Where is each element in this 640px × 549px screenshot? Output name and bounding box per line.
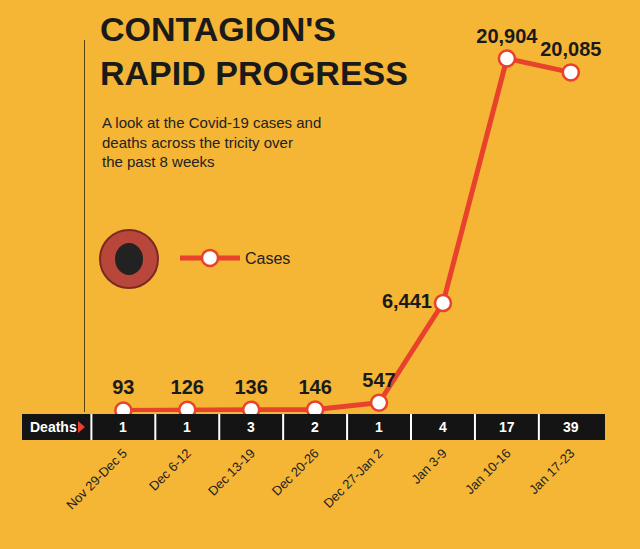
svg-text:1: 1: [183, 419, 191, 435]
svg-text:1: 1: [375, 419, 383, 435]
svg-text:126: 126: [171, 376, 204, 398]
svg-text:17: 17: [499, 419, 515, 435]
svg-text:Dec 27-Jan 2: Dec 27-Jan 2: [320, 446, 385, 511]
svg-text:A look at the Covid-19 cases a: A look at the Covid-19 cases anddeaths a…: [102, 114, 321, 170]
svg-text:20,085: 20,085: [540, 38, 601, 60]
svg-text:Jan 3-9: Jan 3-9: [408, 446, 449, 487]
svg-text:Dec 6-12: Dec 6-12: [146, 446, 194, 494]
svg-text:20,904: 20,904: [476, 25, 538, 47]
svg-text:136: 136: [235, 376, 268, 398]
svg-text:6,441: 6,441: [382, 290, 432, 312]
svg-text:1: 1: [119, 419, 127, 435]
svg-text:Deaths: Deaths: [30, 419, 77, 435]
svg-text:39: 39: [563, 419, 579, 435]
svg-text:3: 3: [247, 419, 255, 435]
svg-text:2: 2: [311, 419, 319, 435]
svg-text:4: 4: [439, 419, 447, 435]
svg-text:CONTAGION'SRAPID PROGRESS: CONTAGION'SRAPID PROGRESS: [100, 10, 408, 92]
svg-text:Jan 10-16: Jan 10-16: [462, 446, 513, 497]
svg-text:Dec 13-19: Dec 13-19: [205, 446, 258, 499]
svg-text:Jan 17-23: Jan 17-23: [526, 446, 577, 497]
svg-text:Dec 20-26: Dec 20-26: [269, 446, 322, 499]
svg-text:Cases: Cases: [245, 250, 290, 267]
svg-text:Nov 29-Dec 5: Nov 29-Dec 5: [63, 446, 130, 513]
svg-text:547: 547: [362, 369, 395, 391]
svg-text:146: 146: [298, 376, 331, 398]
svg-text:93: 93: [112, 376, 134, 398]
